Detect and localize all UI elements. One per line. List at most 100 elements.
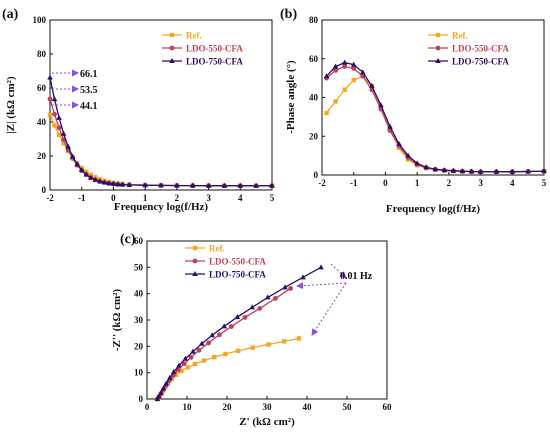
x-tick-label: 50 bbox=[343, 402, 353, 412]
series-line bbox=[156, 266, 322, 400]
series-b-1 bbox=[324, 73, 547, 175]
y-ticks-c: 0 10 20 30 40 50 60 bbox=[134, 236, 150, 404]
data-point bbox=[212, 354, 217, 360]
y-tick-label: 60 bbox=[37, 83, 47, 93]
data-point bbox=[110, 180, 117, 186]
x-tick-label: 5 bbox=[542, 178, 547, 188]
legend-c: Ref. LDO-550-CFA LDO-750-CFA bbox=[185, 244, 266, 280]
panel-label-c: (c) bbox=[120, 232, 136, 247]
y-axis-label-b: -Phase angle (°) bbox=[285, 60, 297, 134]
data-point bbox=[179, 368, 184, 374]
y-tick-label: 80 bbox=[37, 49, 47, 59]
data-point bbox=[201, 358, 206, 363]
legend-label: Ref. bbox=[186, 31, 202, 41]
series-a-3 bbox=[47, 74, 275, 188]
data-point bbox=[477, 168, 484, 174]
data-point bbox=[378, 102, 384, 108]
data-point bbox=[333, 99, 338, 104]
data-point bbox=[324, 110, 329, 116]
data-point bbox=[101, 179, 108, 185]
data-point bbox=[97, 178, 103, 184]
annotation-0-01hz: 0.01 Hz bbox=[340, 271, 373, 282]
data-point bbox=[106, 180, 112, 186]
x-tick-label: -1 bbox=[350, 178, 358, 188]
plot-frame-a bbox=[49, 19, 273, 191]
legend-item: LDO-750-CFA bbox=[428, 57, 509, 67]
data-point bbox=[119, 181, 126, 187]
data-point bbox=[221, 182, 228, 188]
legend-marker bbox=[435, 58, 441, 63]
data-point bbox=[282, 284, 288, 290]
data-point bbox=[333, 67, 339, 73]
data-point bbox=[493, 168, 500, 174]
annotation-arrow-c-3 bbox=[311, 282, 347, 336]
series-line bbox=[326, 65, 545, 173]
legend-item: Ref. bbox=[162, 31, 202, 41]
data-point bbox=[185, 365, 190, 370]
data-point bbox=[61, 141, 66, 146]
x-tick-label: 0 bbox=[111, 193, 116, 203]
legend-b: Ref. LDO-550-CFA LDO-750-CFA bbox=[428, 31, 509, 67]
y-ticks-a: 0 20 40 60 80 100 bbox=[33, 15, 53, 195]
data-point bbox=[257, 306, 263, 311]
data-point bbox=[205, 182, 212, 188]
x-axis-label-b: Frequency log(f/Hz) bbox=[386, 203, 481, 215]
data-point bbox=[171, 368, 177, 374]
data-point bbox=[158, 182, 164, 188]
x-axis-label-a: Frequency log(f/Hz) bbox=[114, 201, 209, 213]
y-tick-label: 40 bbox=[309, 93, 319, 103]
y-tick-label: 0 bbox=[314, 170, 319, 180]
y-tick-label: 60 bbox=[134, 236, 144, 246]
data-point bbox=[199, 340, 205, 346]
data-point bbox=[242, 314, 248, 320]
data-point bbox=[332, 63, 339, 69]
data-point bbox=[253, 182, 259, 188]
data-point bbox=[387, 123, 393, 129]
legend-label: LDO-750-CFA bbox=[452, 57, 509, 67]
data-point bbox=[282, 339, 287, 344]
legend-marker bbox=[435, 32, 441, 38]
data-point bbox=[52, 123, 57, 128]
legend-label: Ref. bbox=[209, 244, 225, 254]
series-line bbox=[325, 75, 545, 173]
data-point bbox=[182, 355, 189, 361]
x-tick-label: 30 bbox=[263, 402, 273, 412]
data-point bbox=[74, 161, 80, 167]
data-point bbox=[432, 166, 439, 172]
legend-marker bbox=[192, 258, 198, 264]
series-group-c bbox=[154, 264, 324, 402]
data-point bbox=[217, 332, 222, 338]
y-tick-label: 80 bbox=[309, 15, 319, 25]
legend-item: Ref. bbox=[428, 31, 468, 41]
legend-item: LDO-550-CFA bbox=[162, 44, 243, 54]
data-point bbox=[221, 323, 227, 329]
data-point bbox=[323, 73, 330, 79]
data-point bbox=[196, 347, 202, 353]
annotation-53: 53.5 bbox=[80, 85, 98, 96]
x-tick-label: 60 bbox=[383, 402, 393, 412]
y-tick-label: 30 bbox=[134, 315, 144, 325]
y-tick-label: 20 bbox=[37, 151, 47, 161]
x-tick-label: 2 bbox=[175, 193, 180, 203]
series-c-3 bbox=[154, 264, 324, 401]
y-axis-label-c: -Z'' (kΩ cm²) bbox=[111, 289, 123, 352]
data-point bbox=[359, 69, 366, 75]
series-b-2 bbox=[324, 64, 547, 175]
data-point bbox=[56, 125, 62, 131]
legend-label: LDO-750-CFA bbox=[186, 57, 243, 67]
data-point bbox=[56, 132, 62, 138]
data-point bbox=[126, 181, 133, 187]
legend-item: LDO-750-CFA bbox=[185, 270, 266, 280]
data-point bbox=[541, 168, 547, 174]
x-tick-label: -2 bbox=[318, 178, 326, 188]
data-point bbox=[441, 167, 448, 173]
x-axis-label-c: Z' (kΩ cm²) bbox=[239, 416, 295, 428]
data-point bbox=[288, 286, 293, 291]
legend-item: LDO-750-CFA bbox=[162, 57, 243, 67]
data-point bbox=[51, 96, 58, 102]
data-point bbox=[174, 372, 179, 377]
data-point bbox=[459, 168, 466, 174]
data-point bbox=[158, 389, 164, 395]
series-group-b bbox=[323, 59, 547, 175]
